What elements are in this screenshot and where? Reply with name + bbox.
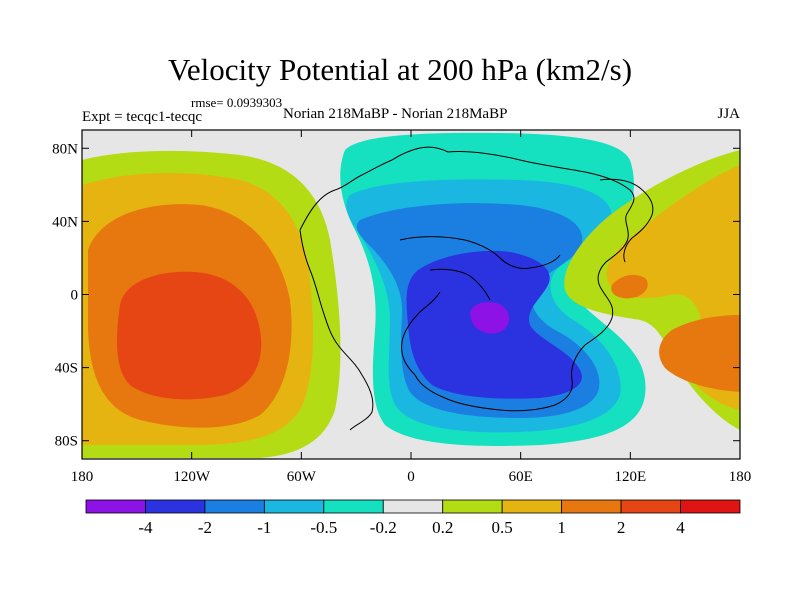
x-tick-label: 180	[729, 469, 752, 485]
contour-east-1	[659, 315, 740, 392]
colorbar-label: 0.2	[432, 518, 453, 537]
center-label: Norian 218MaBP - Norian 218MaBP	[283, 106, 508, 122]
colorbar-label: 1	[557, 518, 566, 537]
colorbar-swatch	[85, 499, 146, 514]
experiment-label: Expt = tecqc1-tecqc	[82, 109, 203, 125]
colorbar-label: -0.2	[370, 518, 397, 537]
colorbar-label: 4	[676, 518, 685, 537]
colorbar-swatch	[501, 499, 563, 514]
colorbar-label: 0.5	[492, 518, 513, 537]
coastline-south	[401, 291, 441, 376]
y-tick-label: 40S	[55, 361, 78, 377]
contour-center-neg4	[470, 302, 510, 334]
colorbar-swatch	[145, 499, 206, 514]
colorbar-label: -0.5	[310, 518, 337, 537]
x-tick-label: 60W	[287, 469, 317, 485]
rmse-label: rmse= 0.0939303	[191, 95, 283, 110]
colorbar-swatch	[680, 499, 741, 514]
chart-title: Velocity Potential at 200 hPa (km2/s)	[167, 52, 633, 87]
coastline-pangea-east	[414, 151, 635, 412]
colorbar-swatch	[561, 499, 622, 514]
coastline-pangea-west	[299, 146, 449, 431]
y-tick-label: 40N	[52, 214, 78, 230]
colorbar-swatch	[323, 499, 384, 514]
y-tick-label: 80N	[52, 141, 78, 157]
x-tick-label: 0	[407, 469, 415, 485]
colorbar-swatch	[263, 499, 325, 514]
colorbar-label: -2	[198, 518, 212, 537]
colorbar-swatch	[382, 499, 444, 514]
colorbar-label: 2	[617, 518, 626, 537]
coastline-east-asia	[599, 178, 654, 263]
y-tick-label: 0	[71, 288, 79, 304]
x-tick-label: 120E	[614, 469, 646, 485]
colorbar-label: -4	[138, 518, 153, 537]
season-label: JJA	[717, 106, 740, 122]
x-tick-label: 60E	[509, 469, 533, 485]
x-tick-label: 120W	[173, 469, 211, 485]
colorbar-label: -1	[257, 518, 271, 537]
colorbar-swatch	[204, 499, 265, 514]
x-tick-label: 180	[71, 469, 94, 485]
contour-east-0.2-lobe	[649, 307, 691, 324]
contour-map	[82, 130, 740, 459]
contour-east-1b	[611, 274, 648, 299]
y-tick-label: 80S	[55, 434, 78, 450]
colorbar-swatch	[442, 499, 503, 514]
colorbar: -4 -2 -1 -0.5 -0.2 0.2 0.5 1 2 4	[85, 499, 741, 537]
colorbar-swatch	[620, 499, 681, 514]
contour-west-2	[117, 271, 262, 400]
axis-ticks: 180 120W 60W 0 60E 120E 180 80N 40N 0 40S 80S	[52, 130, 751, 485]
coastlines	[299, 146, 654, 431]
coastline-tethys	[399, 236, 561, 301]
